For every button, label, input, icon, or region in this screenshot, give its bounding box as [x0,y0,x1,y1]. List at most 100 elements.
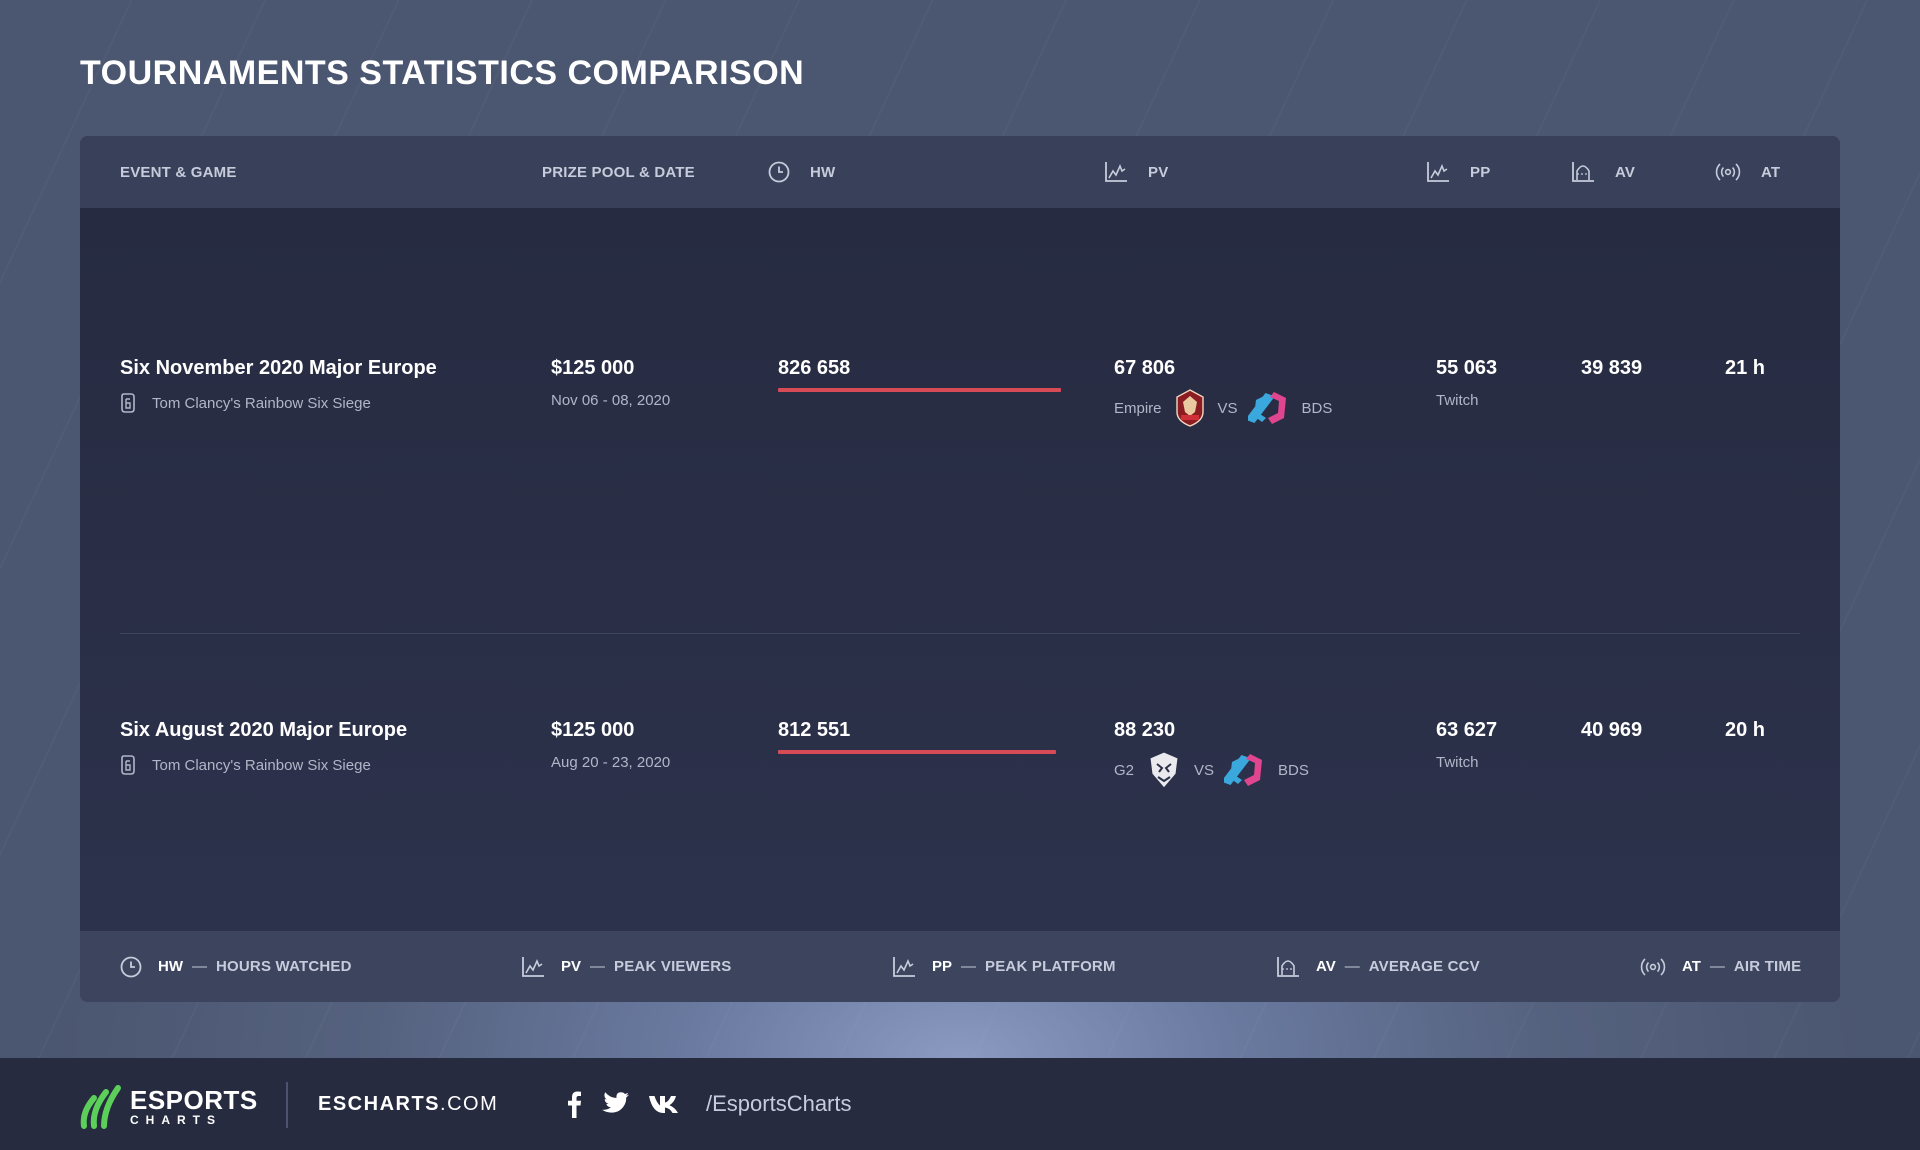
peak-chart-icon [522,956,544,977]
site-link[interactable]: ESCHARTS .COM [318,1058,498,1150]
row-1-prize: $125 000 Nov 06 - 08, 2020 [551,357,670,409]
team-1-name: G2 [1114,761,1135,779]
header-pp-label: PP [1470,163,1491,181]
brand-text: ESPORTS CHARTS [130,1087,258,1126]
header-hw-label: HW [810,163,836,181]
table-body: Six November 2020 Major Europe Tom Clanc… [80,208,1840,931]
peak-viewers-value: 67 806 [1114,357,1176,379]
facebook-icon[interactable] [566,1090,582,1118]
page-footer: ESPORTS CHARTS ESCHARTS .COM /EsportsChar… [0,1058,1920,1150]
legend-pv: PV — PEAK VIEWERS [521,931,731,1002]
clock-icon [768,161,790,183]
social-links: /EsportsCharts [566,1058,852,1150]
peak-chart-icon [893,956,915,977]
legend-dash: — [590,958,606,975]
prize-pool: $125 000 [551,719,635,741]
legend-av: AV — AVERAGE CCV [1276,931,1480,1002]
header-av-label: AV [1615,163,1636,181]
g2-logo-icon [1149,751,1179,789]
peak-match: G2 VS BDS [1114,750,1309,790]
air-time-value: 20 h [1725,719,1766,741]
row-1-hw: 826 658 [778,357,1061,392]
vk-icon[interactable] [648,1094,682,1114]
row-2-pp: 63 627 Twitch [1436,719,1497,771]
empire-logo-icon [1175,389,1204,427]
event-date: Aug 20 - 23, 2020 [551,754,671,771]
social-handle[interactable]: /EsportsCharts [706,1091,852,1116]
brand-sub: CHARTS [130,1112,222,1127]
legend-abbr: AT [1682,958,1701,975]
legend-full: PEAK VIEWERS [614,958,732,975]
comparison-card: EVENT & GAME PRIZE POOL & DATE HW PV PP … [80,136,1840,1002]
event-name[interactable]: Six November 2020 Major Europe [120,357,437,379]
legend-hw: HW — HOURS WATCHED [120,931,352,1002]
bds-logo-icon [1224,754,1263,786]
peak-chart-icon [1427,162,1449,182]
twitter-icon[interactable] [600,1091,630,1117]
row-2-prize: $125 000 Aug 20 - 23, 2020 [551,719,670,771]
row-1-pv: 67 806 Empire VS BDS [1114,357,1332,428]
average-ccv-value: 40 969 [1581,719,1643,741]
legend-abbr: AV [1316,958,1336,975]
legend-abbr: PV [561,958,582,975]
vs-label: VS [1194,761,1215,779]
platform-name: Twitch [1436,392,1479,409]
prize-pool: $125 000 [551,357,635,379]
legend-pp: PP — PEAK PLATFORM [892,931,1116,1002]
team-2-name: BDS [1278,761,1309,779]
legend-abbr: HW [158,958,183,975]
row-2-event: Six August 2020 Major Europe Tom Clancy'… [120,719,407,776]
hours-watched-value: 812 551 [778,719,851,741]
table-header: EVENT & GAME PRIZE POOL & DATE HW PV PP … [80,136,1840,208]
legend-full: PEAK PLATFORM [985,958,1116,975]
average-chart-icon [1277,956,1299,977]
row-2-at: 20 h [1725,719,1765,742]
legend-full: AVERAGE CCV [1368,958,1480,975]
average-ccv-value: 39 839 [1581,357,1643,379]
bds-logo-icon [1247,392,1286,424]
hours-watched-bar [778,388,1061,392]
legend-abbr: PP [932,958,953,975]
game-name: Tom Clancy's Rainbow Six Siege [152,756,371,774]
esports-charts-logo[interactable]: ESPORTS CHARTS [80,1082,258,1130]
peak-platform-value: 55 063 [1436,357,1498,379]
header-hw: HW [768,136,835,208]
header-pp: PP [1426,136,1490,208]
platform-name: Twitch [1436,754,1479,771]
air-time-value: 21 h [1725,357,1766,379]
legend-at: AT — AIR TIME [1640,931,1801,1002]
header-prize-date: PRIZE POOL & DATE [542,163,695,181]
event-name[interactable]: Six August 2020 Major Europe [120,719,408,741]
legend-dash: — [1709,958,1725,975]
rainbow-six-icon [121,755,135,775]
team-1-name: Empire [1114,399,1162,417]
event-date: Nov 06 - 08, 2020 [551,392,671,409]
peak-chart-icon [1105,162,1127,182]
event-game: Tom Clancy's Rainbow Six Siege [120,754,407,776]
row-1-av: 39 839 [1581,357,1642,380]
hours-watched-value: 826 658 [778,357,851,379]
esports-charts-logo-icon [80,1085,121,1129]
peak-viewers-value: 88 230 [1114,719,1176,741]
row-2-av: 40 969 [1581,719,1642,742]
site-rest: .COM [440,1092,499,1115]
row-2-hw: 812 551 [778,719,1061,754]
game-name: Tom Clancy's Rainbow Six Siege [152,394,371,412]
legend-full: AIR TIME [1733,958,1802,975]
vs-label: VS [1217,399,1238,417]
header-pv-label: PV [1148,163,1169,181]
legend-bar: HW — HOURS WATCHED PV — PEAK VIEWERS PP … [80,931,1840,1002]
row-1-pp: 55 063 Twitch [1436,357,1497,409]
broadcast-icon [1640,957,1666,976]
header-at: AT [1715,136,1780,208]
broadcast-icon [1715,163,1741,181]
row-1-at: 21 h [1725,357,1765,380]
brand-main: ESPORTS [130,1084,258,1115]
page-title: TOURNAMENTS STATISTICS COMPARISON [80,54,805,92]
team-2-name: BDS [1301,399,1333,417]
footer-divider [286,1082,288,1128]
clock-icon [120,956,142,977]
row-2-pv: 88 230 G2 VS BDS [1114,719,1309,790]
header-av: AV [1571,136,1635,208]
legend-full: HOURS WATCHED [216,958,352,975]
